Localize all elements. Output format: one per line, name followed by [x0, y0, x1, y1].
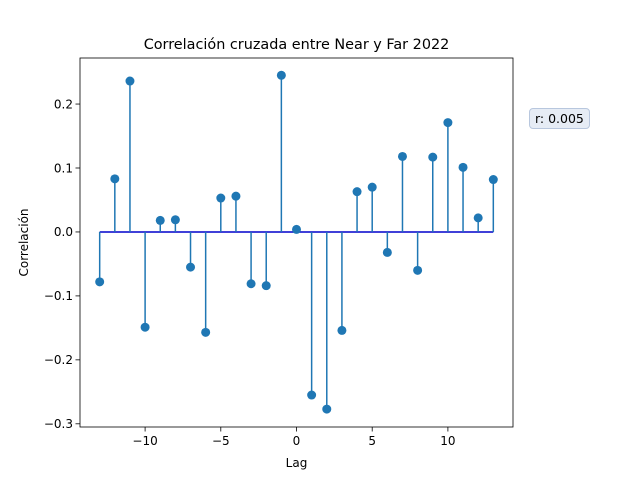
y-tick-label: 0.1	[54, 161, 73, 175]
stem-marker	[367, 182, 377, 192]
stem-marker	[276, 70, 286, 80]
y-tick-label: −0.2	[44, 353, 73, 367]
x-axis-label: Lag	[286, 456, 308, 470]
y-tick-label: 0.0	[54, 225, 73, 239]
stem-marker	[125, 76, 135, 86]
y-tick-label: −0.3	[44, 417, 73, 431]
plot-area	[80, 58, 513, 427]
correlation-coefficient-text: r: 0.005	[535, 111, 584, 126]
stem-marker	[170, 215, 180, 225]
stem-marker	[261, 281, 271, 291]
stem-marker	[201, 327, 211, 337]
stem-marker	[110, 174, 120, 184]
correlation-coefficient-badge: r: 0.005	[529, 108, 590, 129]
stem-marker	[397, 151, 407, 161]
stem-marker	[337, 325, 347, 335]
stem-marker	[155, 215, 165, 225]
stem-marker	[307, 390, 317, 400]
y-axis-label: Correlación	[17, 208, 31, 276]
stem-marker	[473, 213, 483, 223]
stem-marker	[292, 224, 301, 234]
x-tick-label: 0	[293, 434, 301, 448]
stem-marker	[428, 152, 438, 162]
stem-marker	[488, 175, 498, 185]
stem-marker	[413, 265, 423, 275]
stem-marker	[322, 404, 332, 414]
chart-title: Correlación cruzada entre Near y Far 202…	[144, 37, 450, 53]
x-tick-label: −5	[212, 434, 230, 448]
stem-marker	[246, 279, 256, 289]
stem-marker	[352, 187, 362, 197]
stem-marker	[216, 193, 226, 203]
stem-marker	[186, 262, 196, 272]
x-tick-label: −10	[132, 434, 157, 448]
stem-marker	[458, 162, 468, 172]
stem-marker	[95, 277, 105, 287]
stem-marker	[140, 322, 150, 332]
y-tick-label: 0.2	[54, 97, 73, 111]
stem-marker	[382, 247, 392, 257]
x-tick-label: 5	[368, 434, 376, 448]
y-tick-label: −0.1	[44, 289, 73, 303]
stem-marker	[231, 191, 241, 201]
stem-marker	[443, 118, 453, 128]
x-tick-label: 10	[440, 434, 455, 448]
